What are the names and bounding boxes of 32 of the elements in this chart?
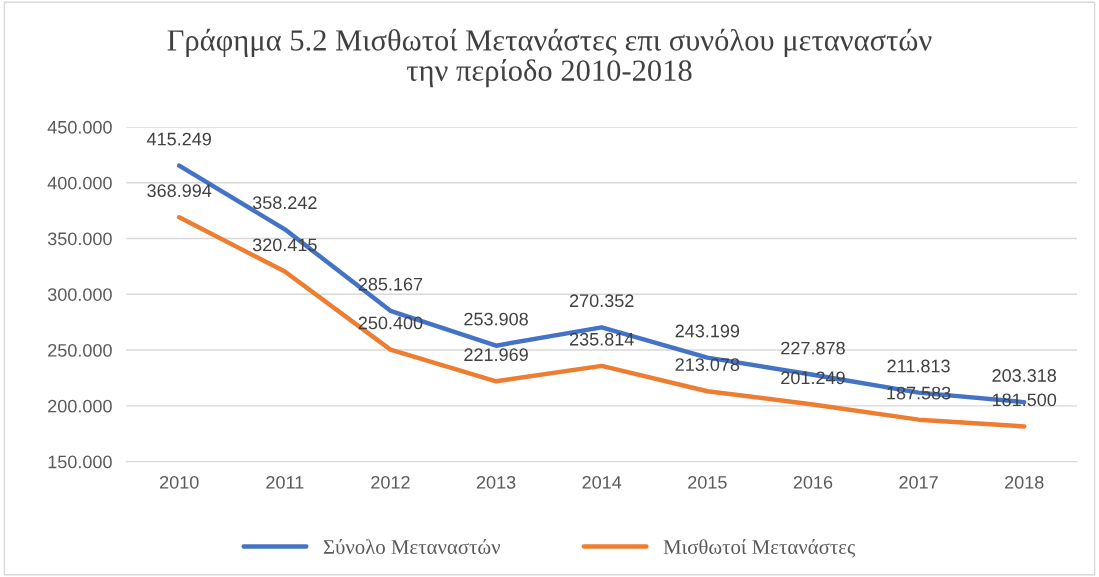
legend-label: Μισθωτοί Μετανάστες — [663, 539, 856, 558]
x-tick-label: 2013 — [476, 475, 516, 489]
data-label: 203.318 — [992, 369, 1057, 382]
data-label: 235.814 — [569, 332, 634, 346]
data-label: 221.969 — [464, 348, 528, 362]
x-tick-label: 2018 — [1005, 475, 1044, 489]
y-tick-label: 300.000 — [47, 288, 112, 301]
x-tick-label: 2017 — [899, 475, 938, 489]
y-tick-label: 450.000 — [47, 120, 112, 134]
y-tick-label: 350.000 — [47, 232, 112, 246]
data-label: 270.352 — [569, 294, 634, 308]
data-label: 211.813 — [887, 359, 950, 373]
y-tick-label: 200.000 — [48, 399, 112, 413]
y-tick-label: 250.000 — [48, 343, 112, 357]
x-tick-label: 2010 — [160, 475, 199, 489]
x-tick-label: 2012 — [371, 475, 410, 489]
chart-title: Γράφημα 5.2 Μισθωτοί Μετανάστες επι συνόλου μεταναστών την περίοδο 2010-2018 — [167, 28, 932, 88]
x-tick-label: 2016 — [793, 475, 833, 489]
y-tick-label: 400.000 — [47, 176, 112, 190]
data-label: 227.878 — [781, 341, 845, 355]
data-label: 253.908 — [464, 312, 528, 326]
x-tick-label: 2015 — [688, 475, 727, 489]
data-label: 415.249 — [146, 132, 211, 146]
data-label: 213.078 — [675, 358, 740, 371]
legend-label: Σύνολο Μεταναστών — [323, 539, 501, 555]
data-label: 243.199 — [675, 324, 740, 338]
data-label: 285.167 — [358, 277, 423, 291]
y-tick-label: 150.000 — [48, 455, 112, 469]
x-tick-label: 2014 — [582, 475, 622, 489]
data-label: 358.242 — [252, 196, 317, 210]
x-tick-label: 2011 — [266, 475, 304, 489]
data-label: 368.994 — [147, 184, 212, 198]
